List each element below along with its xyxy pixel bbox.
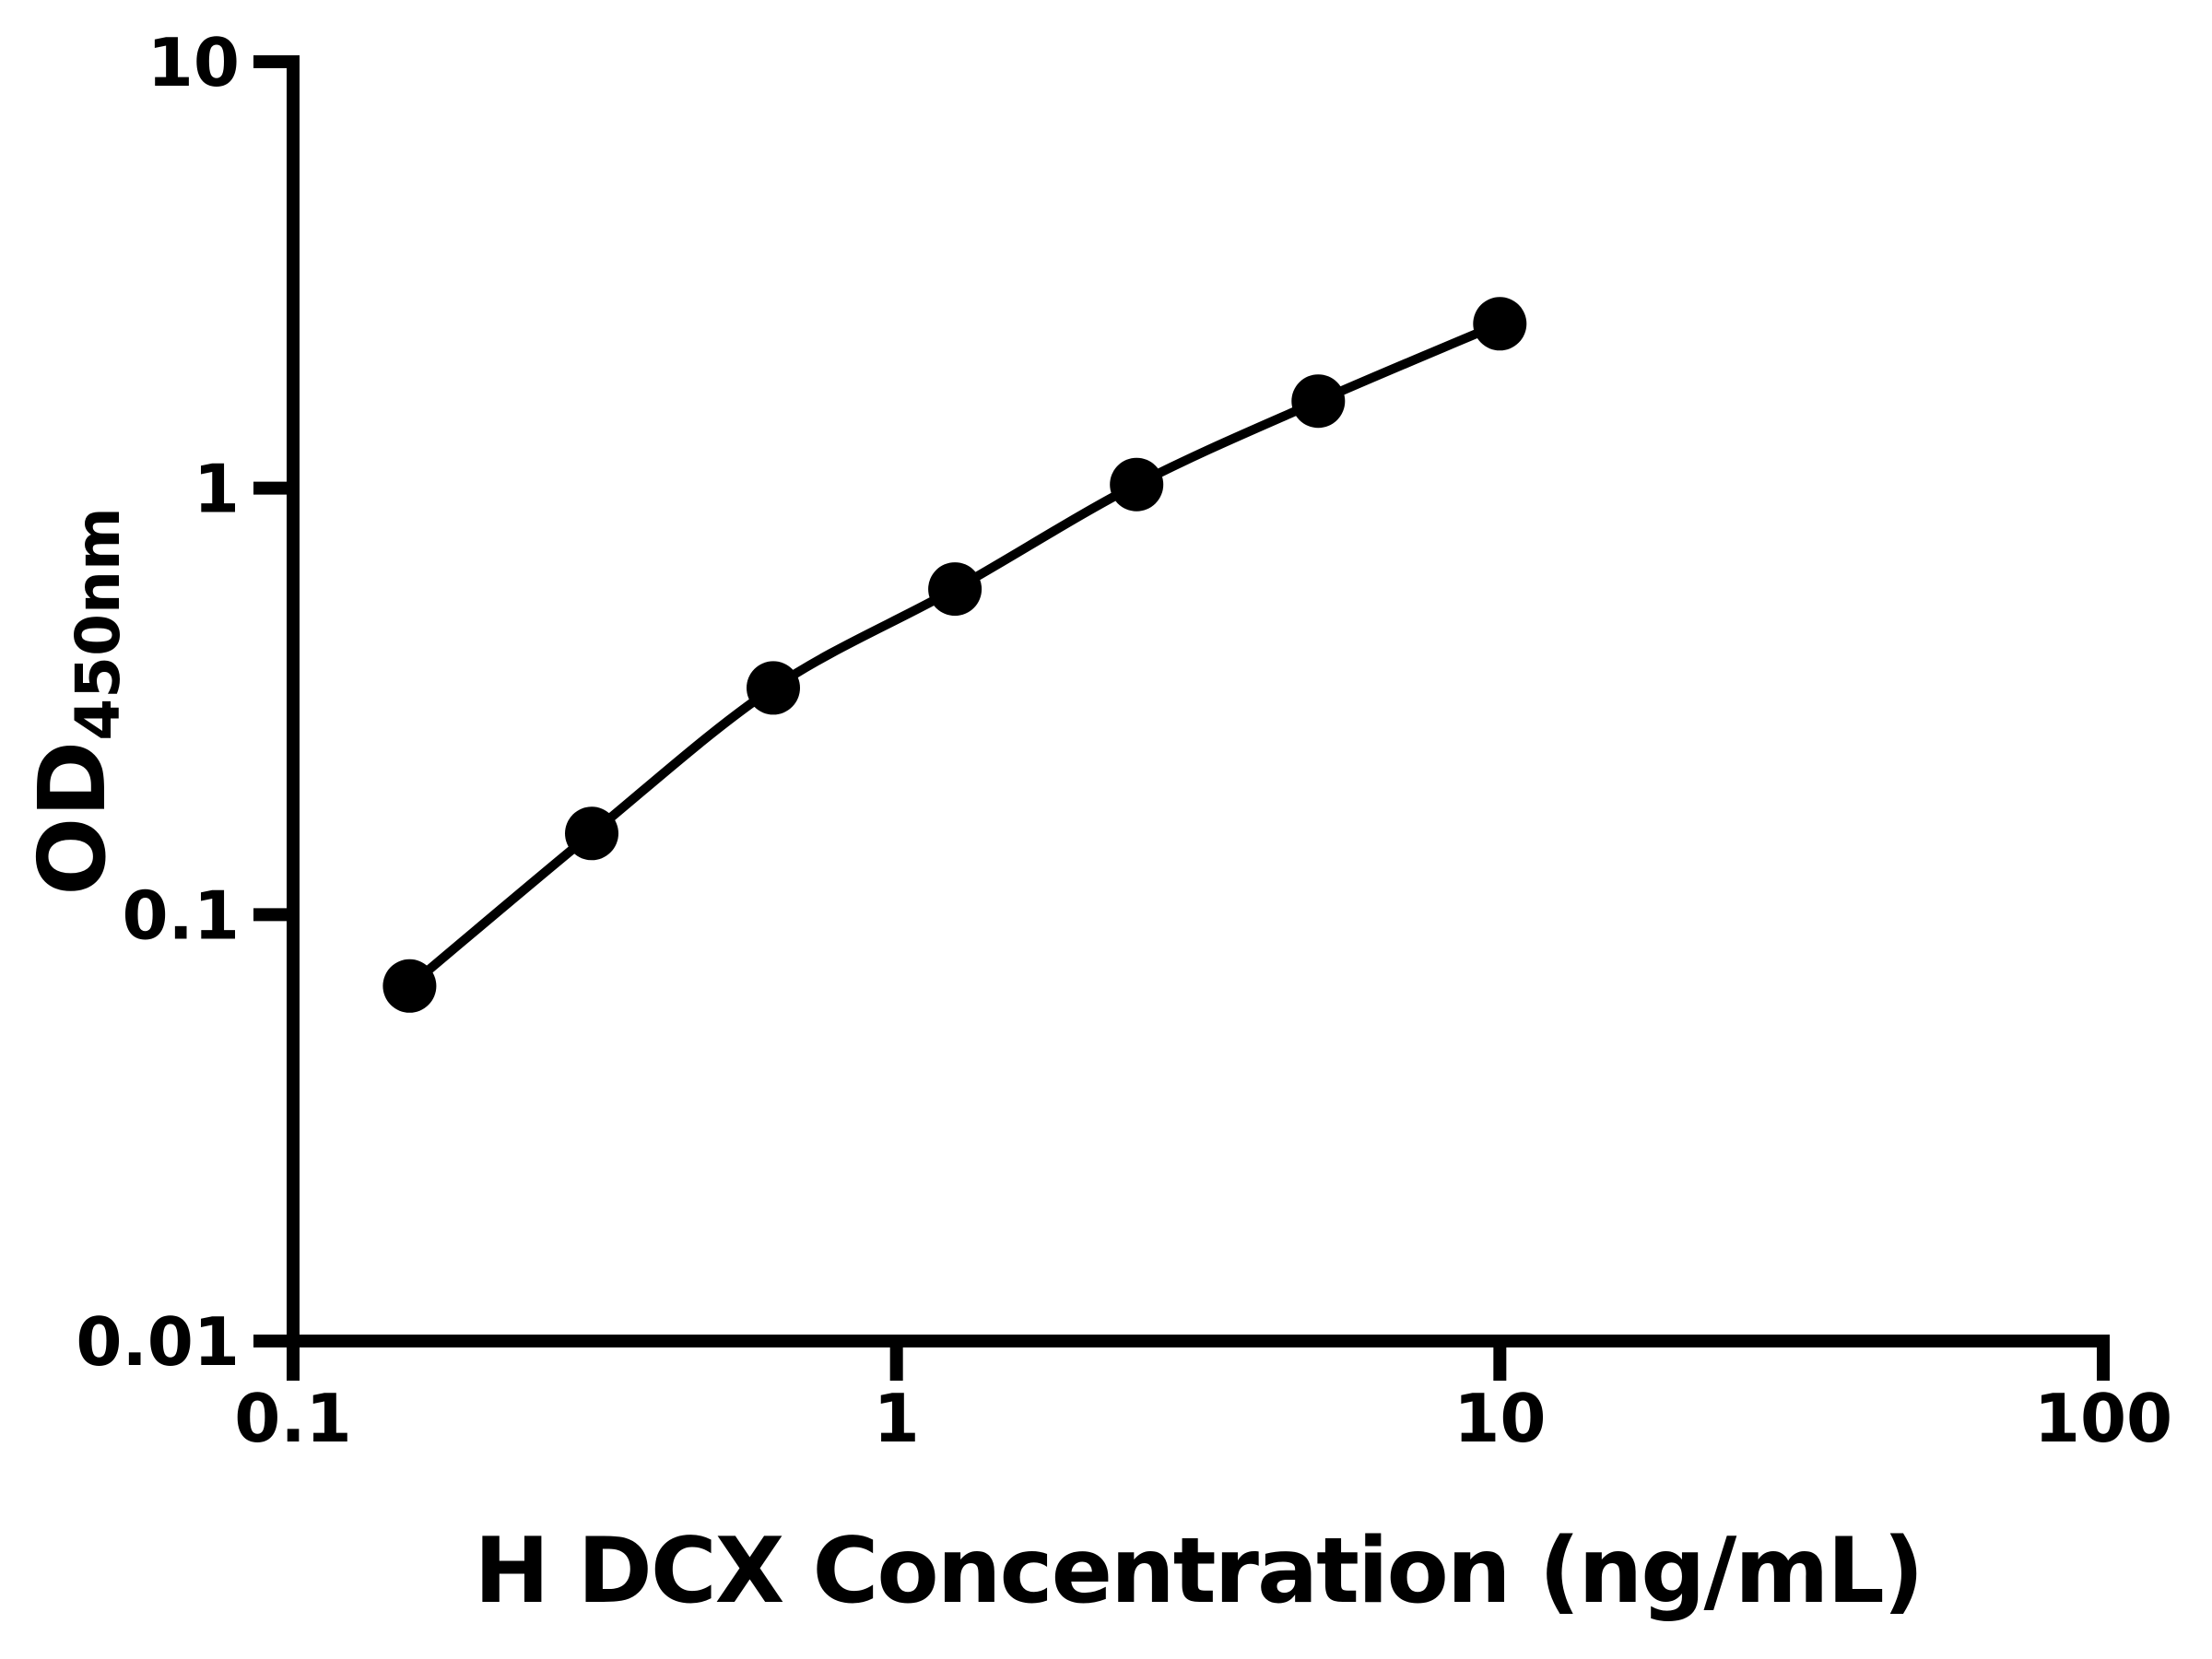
x-tick-label: 0.1 bbox=[234, 1380, 352, 1457]
data-point bbox=[747, 661, 800, 715]
y-tick-label: 10 bbox=[147, 24, 240, 101]
data-point bbox=[1291, 374, 1346, 429]
y-axis-title: OD450nm bbox=[18, 507, 134, 896]
data-point bbox=[1473, 297, 1527, 351]
x-tick-label: 100 bbox=[2034, 1380, 2172, 1457]
data-point bbox=[382, 959, 437, 1013]
x-tick-label: 1 bbox=[874, 1380, 920, 1457]
data-point bbox=[928, 562, 982, 617]
y-axis-title-subscript: 450nm bbox=[63, 507, 134, 741]
y-tick-label: 1 bbox=[194, 451, 240, 528]
y-tick-label: 0.01 bbox=[76, 1303, 240, 1381]
data-point bbox=[565, 806, 618, 861]
y-axis-title-main: OD bbox=[18, 741, 126, 896]
x-axis-title: H DCX Concentration (ng/mL) bbox=[474, 1519, 1922, 1624]
fit-curve bbox=[405, 319, 1505, 991]
data-point bbox=[1110, 457, 1164, 512]
y-tick-label: 0.1 bbox=[122, 877, 240, 954]
x-tick-label: 10 bbox=[1453, 1380, 1546, 1457]
